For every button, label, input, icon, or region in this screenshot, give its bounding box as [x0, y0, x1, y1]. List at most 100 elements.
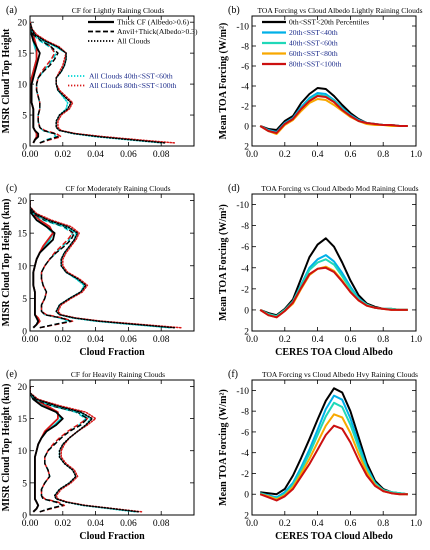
panel-label: (a) [6, 5, 17, 16]
x-tick-label: 0.4 [312, 335, 324, 345]
series-line [30, 200, 56, 329]
x-tick-label: 0.08 [153, 150, 170, 160]
x-tick-label: 0.06 [120, 519, 137, 529]
x-tick-label: 0.8 [377, 519, 389, 529]
y-tick-label: 10 [18, 262, 28, 272]
x-tick-label: 0.2 [279, 150, 291, 160]
y-tick-label: 0 [244, 123, 249, 133]
x-tick-label: 1.0 [410, 335, 422, 345]
x-tick-label: 0.2 [279, 335, 291, 345]
series-group [259, 237, 408, 319]
series-line [30, 21, 41, 144]
y-axis-label: MISR Cloud Top Height (km) [1, 384, 12, 512]
y-tick-label: -10 [236, 387, 249, 397]
x-tick-label: 0.0 [246, 519, 258, 529]
y-tick-label: 5 [22, 295, 27, 305]
y-tick-label: 2 [244, 143, 249, 153]
x-tick-label: 0.8 [377, 150, 389, 160]
y-tick-label: -6 [241, 63, 249, 73]
series-group [30, 21, 176, 144]
legend-entry-label: 80th<SST<100th [289, 60, 342, 69]
y-tick-label: -4 [241, 264, 249, 274]
series-line [259, 87, 408, 131]
x-tick-label: 0.6 [344, 150, 356, 160]
panel-b: (b) TOA Forcing vs Cloud Albedo Lightly R… [218, 5, 423, 160]
x-tick-label: 1.0 [410, 150, 422, 160]
x-axis-label: CERES TOA Cloud Albedo [275, 531, 393, 542]
y-tick-label: 0 [22, 143, 27, 153]
panel-f: (f) TOA Forcing vs Cloud Albedo Hvy Raini… [218, 369, 422, 542]
y-tick-label: 0 [244, 491, 249, 501]
x-tick-label: 0.04 [87, 519, 104, 529]
x-tick-label: 0.00 [22, 150, 39, 160]
x-tick-label: 0.08 [153, 519, 170, 529]
y-tick-label: -4 [241, 83, 249, 93]
x-tick-label: 0.0 [246, 335, 258, 345]
x-tick-label: 0.04 [87, 150, 104, 160]
series-line [30, 386, 64, 513]
plot-frame [29, 193, 195, 332]
series-line [30, 199, 182, 329]
panel-title: TOA Forcing vs Cloud Albedo Mod Raining … [261, 184, 418, 193]
plot-frame [251, 15, 417, 147]
series-line [259, 266, 408, 319]
y-axis-label: Mean TOA Forcing (W/m²) [218, 204, 229, 321]
legend-entry-label: 0th<SST<20th Percentiles [289, 18, 369, 27]
panel-label: (c) [6, 183, 17, 194]
series-line [259, 394, 408, 499]
series-line [30, 21, 166, 144]
legend-entry-label: Thick CF (Albedo>0.6) [117, 18, 189, 27]
y-tick-label: 5 [22, 479, 27, 489]
series-line [30, 385, 139, 513]
y-tick-label: -2 [241, 285, 249, 295]
series-line [259, 401, 408, 500]
y-tick-label: 2 [244, 328, 249, 338]
panel-label: (e) [6, 369, 17, 380]
x-tick-label: 0.02 [54, 335, 71, 345]
y-tick-label: 2 [244, 512, 249, 522]
y-tick-label: 0 [22, 512, 27, 522]
legend-entry-label: All Clouds 40th<SST<60th [89, 72, 173, 81]
x-tick-label: 0.02 [54, 519, 71, 529]
series-group [30, 385, 143, 513]
y-axis-label: MISR Cloud Top Height (km) [1, 199, 12, 327]
y-tick-label: 15 [18, 230, 28, 240]
legend: Thick CF (Albedo>0.6)Anvil+Thick(Albedo>… [88, 18, 198, 46]
panel-title: CF for Heavily Raining Clouds [71, 370, 165, 379]
x-tick-label: 0.6 [344, 335, 356, 345]
y-tick-label: -8 [241, 408, 249, 418]
y-tick-label: -2 [241, 470, 249, 480]
x-tick-label: 0.06 [120, 335, 137, 345]
series-group [30, 199, 182, 329]
x-tick-label: 0.08 [153, 335, 170, 345]
y-tick-label: 5 [22, 112, 27, 122]
x-tick-label: 0.4 [312, 519, 324, 529]
x-axis-label: Cloud Fraction [79, 531, 145, 542]
series-line [259, 98, 408, 135]
x-axis-label: CERES TOA Cloud Albedo [275, 347, 393, 358]
y-tick-label: 15 [18, 50, 28, 60]
x-tick-label: 0.00 [22, 335, 39, 345]
panel-title: CF for Lightly Raining Clouds [72, 6, 165, 15]
series-group [259, 387, 408, 502]
panel-label: (b) [228, 5, 240, 16]
y-tick-label: 20 [18, 383, 28, 393]
x-tick-label: 0.06 [120, 150, 137, 160]
x-tick-label: 0.0 [246, 150, 258, 160]
panel-label: (d) [228, 183, 240, 194]
series-line [30, 22, 59, 144]
y-tick-label: -2 [241, 103, 249, 113]
series-group [259, 87, 408, 135]
series-line [259, 258, 408, 318]
x-tick-label: 0.02 [54, 150, 71, 160]
legend-entry-label: All Clouds [117, 37, 150, 46]
plot-frame [29, 379, 195, 516]
series-line [30, 22, 57, 144]
x-tick-label: 1.0 [410, 519, 422, 529]
panel-title: CF for Moderately Raining Clouds [66, 184, 171, 193]
y-tick-label: 20 [18, 19, 28, 29]
x-tick-label: 0.8 [377, 335, 389, 345]
y-tick-label: 20 [18, 197, 28, 207]
y-tick-label: 10 [18, 81, 28, 91]
